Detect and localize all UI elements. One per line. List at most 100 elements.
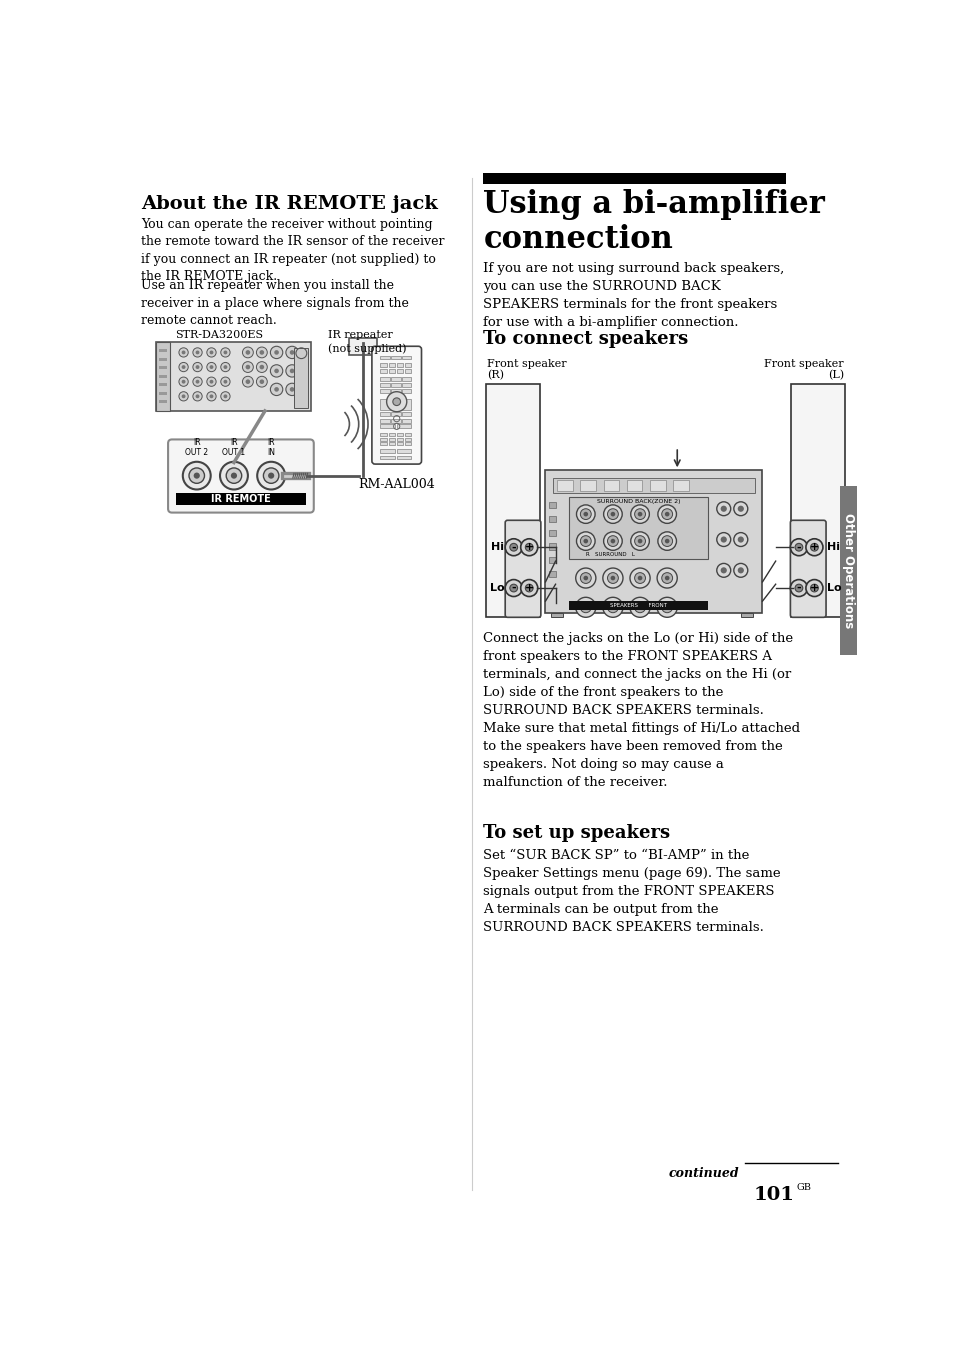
Bar <box>380 449 395 453</box>
Bar <box>402 412 411 416</box>
Circle shape <box>179 362 188 372</box>
Bar <box>396 364 403 366</box>
Text: +: + <box>524 542 534 552</box>
Circle shape <box>576 531 595 550</box>
Circle shape <box>610 576 615 580</box>
Circle shape <box>737 537 743 542</box>
Bar <box>380 412 390 416</box>
Bar <box>557 480 572 491</box>
Bar <box>158 358 167 361</box>
Bar <box>380 364 387 366</box>
Circle shape <box>716 564 730 577</box>
Text: Use an IR repeater when you install the
receiver in a place where signals from t: Use an IR repeater when you install the … <box>141 280 409 327</box>
Circle shape <box>603 531 621 550</box>
Circle shape <box>220 362 230 372</box>
Circle shape <box>223 350 227 354</box>
Text: Lo: Lo <box>826 583 841 594</box>
Bar <box>404 433 411 435</box>
Bar <box>396 442 403 445</box>
Circle shape <box>657 598 677 618</box>
Circle shape <box>583 604 587 610</box>
Bar <box>549 557 555 564</box>
Circle shape <box>290 350 294 354</box>
Circle shape <box>794 544 802 552</box>
Text: Set “SUR BACK SP” to “BI-AMP” in the
Speaker Settings menu (page 69). The same
s: Set “SUR BACK SP” to “BI-AMP” in the Spe… <box>483 849 781 934</box>
Circle shape <box>634 508 645 519</box>
Circle shape <box>179 377 188 387</box>
Circle shape <box>223 395 227 399</box>
Bar <box>391 419 400 423</box>
Circle shape <box>509 544 517 552</box>
FancyBboxPatch shape <box>168 439 314 512</box>
Text: Hi: Hi <box>826 542 839 552</box>
Circle shape <box>664 604 669 610</box>
Circle shape <box>805 538 822 556</box>
Bar <box>380 389 390 393</box>
Circle shape <box>210 365 213 369</box>
Bar <box>388 442 395 445</box>
Bar <box>175 492 306 504</box>
Circle shape <box>393 397 400 406</box>
Circle shape <box>607 573 618 584</box>
Circle shape <box>607 508 618 519</box>
Text: Front speaker: Front speaker <box>487 358 566 369</box>
Bar <box>391 377 400 381</box>
Circle shape <box>193 347 202 357</box>
Circle shape <box>263 468 278 483</box>
Circle shape <box>195 365 199 369</box>
Bar <box>402 419 411 423</box>
Bar <box>391 389 400 393</box>
Circle shape <box>210 350 213 354</box>
Circle shape <box>286 365 298 377</box>
Bar <box>545 470 761 612</box>
Circle shape <box>637 538 641 544</box>
Circle shape <box>193 377 202 387</box>
Circle shape <box>602 598 622 618</box>
Bar <box>404 442 411 445</box>
Circle shape <box>181 380 185 384</box>
Circle shape <box>223 365 227 369</box>
Bar <box>158 383 167 387</box>
Circle shape <box>256 376 267 387</box>
Circle shape <box>242 376 253 387</box>
Bar <box>388 433 395 435</box>
Circle shape <box>268 473 274 479</box>
Bar <box>396 456 411 460</box>
Circle shape <box>658 504 676 523</box>
Circle shape <box>579 508 591 519</box>
Bar <box>568 602 707 610</box>
Circle shape <box>179 347 188 357</box>
Text: IR REMOTE: IR REMOTE <box>211 493 271 504</box>
Circle shape <box>207 377 216 387</box>
Circle shape <box>193 362 202 372</box>
Text: -: - <box>796 583 801 594</box>
Bar <box>790 384 844 617</box>
Circle shape <box>716 502 730 515</box>
Bar <box>380 419 390 423</box>
Circle shape <box>207 347 216 357</box>
Text: STR-DA3200ES: STR-DA3200ES <box>174 330 263 341</box>
Text: IR repeater
(not supplied): IR repeater (not supplied) <box>328 330 407 354</box>
Circle shape <box>195 395 199 399</box>
Circle shape <box>637 604 641 610</box>
Bar <box>579 480 596 491</box>
Circle shape <box>270 346 282 358</box>
Bar <box>550 612 562 617</box>
Text: IR
OUT 2: IR OUT 2 <box>185 438 208 457</box>
Circle shape <box>579 535 591 546</box>
Circle shape <box>183 462 211 489</box>
Circle shape <box>226 468 241 483</box>
Bar <box>553 479 754 493</box>
Circle shape <box>630 504 649 523</box>
Text: +: + <box>524 583 534 594</box>
Bar <box>396 438 403 441</box>
FancyBboxPatch shape <box>505 521 540 618</box>
Bar <box>549 530 555 535</box>
Bar <box>380 442 387 445</box>
Circle shape <box>716 533 730 546</box>
Circle shape <box>257 462 285 489</box>
Circle shape <box>790 538 806 556</box>
Bar <box>549 571 555 577</box>
Text: GB: GB <box>796 1183 811 1192</box>
Bar <box>549 502 555 508</box>
